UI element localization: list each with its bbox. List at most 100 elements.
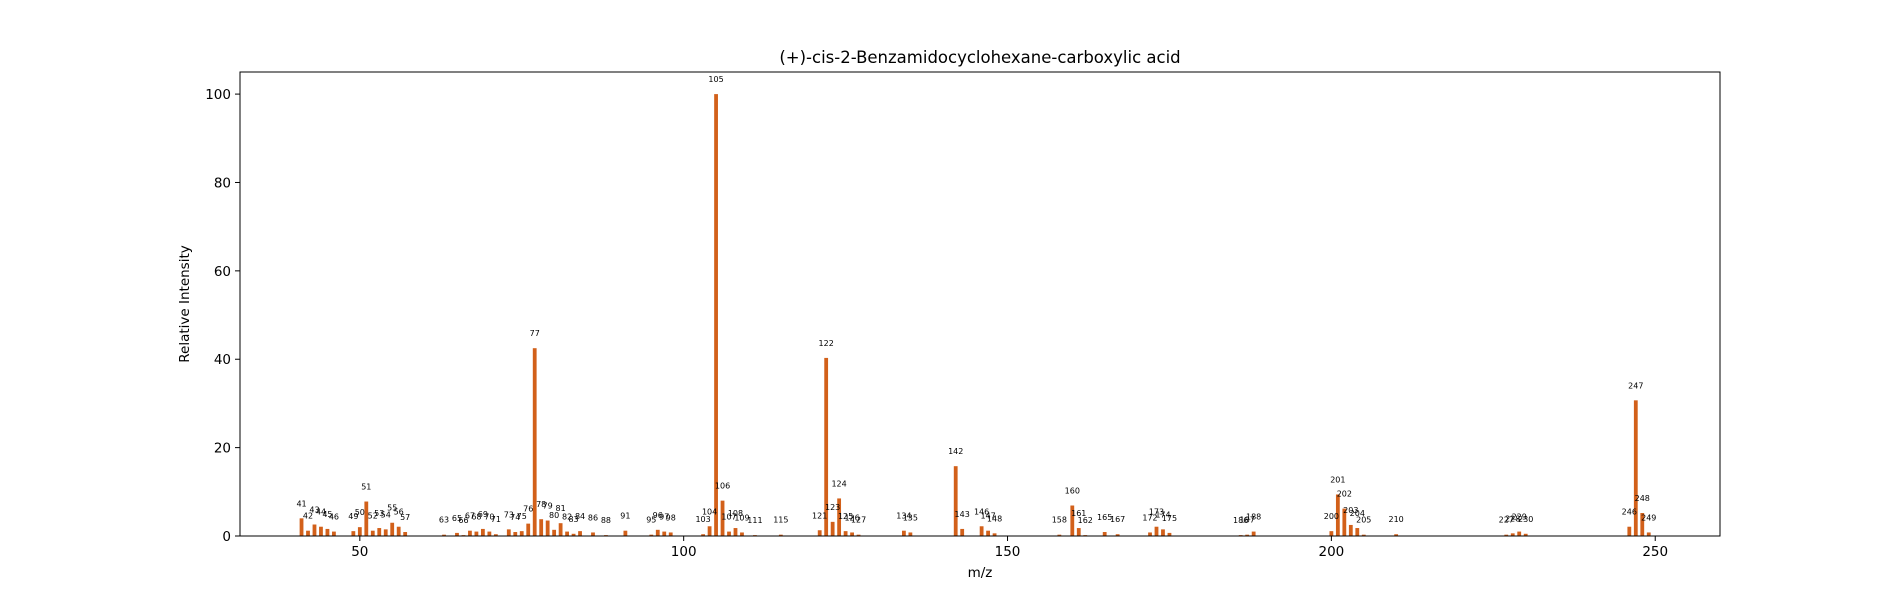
peak-bar [1633,400,1638,536]
peak-bar [325,528,330,536]
peak-label: 248 [1635,494,1650,503]
y-tick-label: 80 [214,175,231,191]
peak-label: 111 [747,516,762,525]
peak-bar [1355,528,1360,536]
peak-bar [727,531,731,536]
peak-bar [901,530,906,536]
peak-bar [390,522,395,536]
y-tick-label: 40 [214,352,231,368]
peak-bar [455,532,459,536]
peak-bar [662,531,667,536]
peak-label: 96 [653,511,663,520]
peak-label: 91 [620,512,630,521]
peak-label: 134 [896,512,911,521]
peak-bar [1640,513,1645,536]
peak-bar [778,534,783,536]
peak-bar [668,532,673,536]
peak-label: 104 [702,507,717,516]
peak-label: 146 [974,507,989,516]
peak-label: 84 [575,512,585,521]
peak-label: 175 [1162,514,1177,523]
peak-label: 88 [601,516,611,525]
peak-bar [403,532,408,536]
y-axis-label: Relative Intensity [177,245,193,363]
peak-label: 74 [510,513,520,522]
peak-label: 45 [322,510,332,519]
peak-label: 68 [471,513,481,522]
peak-bar [986,530,990,536]
peak-label: 122 [819,339,834,348]
peak-label: 127 [851,516,866,525]
peak-label: 143 [955,510,970,519]
peak-label: 53 [374,509,384,518]
peak-label: 57 [400,513,410,522]
peak-bar [332,531,336,536]
peak-label: 71 [491,515,501,524]
peak-bar [578,531,582,536]
peak-label: 124 [831,479,846,488]
chart-title: (+)-cis-2-Benzamidocyclohexane-carboxyli… [779,48,1180,67]
peak-label: 77 [530,329,540,338]
peak-label: 69 [478,510,488,519]
peak-bar [1070,505,1075,536]
peak-label: 115 [773,516,788,525]
peak-label: 167 [1110,515,1125,524]
peak-bar [532,348,537,536]
peak-bar [979,526,984,536]
peak-label: 46 [329,513,339,522]
peak-label: 161 [1071,509,1086,518]
peak-label: 43 [309,506,319,515]
peak-bar [526,523,531,536]
peak-label: 125 [838,512,853,521]
peak-bar [1245,534,1250,536]
peak-label: 174 [1155,510,1170,519]
peak-bar [701,534,706,536]
peak-label: 188 [1246,513,1261,522]
peak-bar [1161,529,1165,536]
y-tick-label: 60 [214,264,231,280]
peak-label: 109 [734,513,749,522]
peak-label: 52 [368,512,378,521]
peak-label: 75 [517,512,527,521]
peak-label: 63 [439,516,449,525]
peak-bar [468,530,472,536]
peak-bar [312,524,317,536]
peak-bar [714,94,718,536]
peak-bar [1154,526,1159,536]
peak-label: 56 [394,508,404,517]
peak-label: 227 [1499,516,1514,525]
peak-label: 78 [536,500,546,509]
peak-bar [960,528,965,536]
peak-label: 229 [1512,513,1527,522]
peak-label: 147 [980,512,995,521]
peak-bar [1148,532,1152,536]
peak-bar [908,532,913,536]
peak-label: 83 [568,515,578,524]
peak-label: 202 [1337,490,1352,499]
peak-label: 44 [316,508,326,517]
peak-bar [1510,533,1515,536]
peak-label: 103 [695,515,710,524]
peak-bar [474,531,479,536]
peak-label: 51 [361,483,371,492]
peak-bar [837,498,842,536]
peak-label: 165 [1097,513,1112,522]
plot-frame [239,71,1721,537]
peak-label: 142 [948,447,963,456]
peak-label: 204 [1350,509,1365,518]
peak-label: 172 [1142,513,1157,522]
x-axis-label: m/z [968,565,993,581]
peak-bar [1102,532,1107,536]
peak-bar [351,531,356,536]
peak-bar [843,531,848,536]
peak-bar [364,501,369,536]
peak-bar [856,534,861,536]
peak-label: 42 [303,512,313,521]
y-tick-label: 100 [205,87,231,103]
peak-label: 76 [523,505,533,514]
peak-label: 49 [348,512,358,521]
peak-label: 98 [666,513,676,522]
peak-label: 86 [588,513,598,522]
peak-label: 247 [1628,381,1643,390]
